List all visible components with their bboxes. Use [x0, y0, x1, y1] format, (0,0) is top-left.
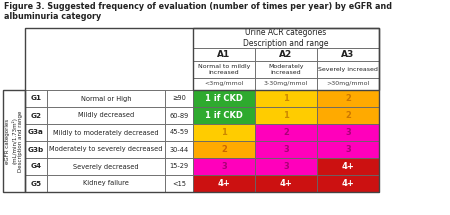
Bar	[193, 61, 255, 78]
Text: 3: 3	[221, 162, 227, 171]
Text: 2: 2	[283, 128, 289, 137]
Text: A2: A2	[279, 50, 292, 59]
Bar	[25, 28, 193, 90]
Bar	[193, 78, 255, 90]
Bar	[317, 61, 379, 78]
Bar	[317, 78, 379, 90]
Text: Kidney failure: Kidney failure	[83, 181, 129, 186]
Text: 4+: 4+	[342, 179, 355, 188]
Text: 1: 1	[283, 111, 289, 120]
Bar	[255, 107, 317, 124]
Text: 1: 1	[221, 128, 227, 137]
Text: 3: 3	[283, 145, 289, 154]
Text: G5: G5	[31, 181, 41, 186]
Bar	[25, 141, 47, 158]
Bar	[193, 28, 379, 48]
Bar	[255, 124, 317, 141]
Text: 30-44: 30-44	[169, 146, 189, 152]
Bar	[165, 175, 193, 192]
Text: 3: 3	[345, 128, 351, 137]
Text: G1: G1	[31, 95, 41, 101]
Bar	[47, 90, 165, 107]
Bar	[47, 158, 165, 175]
Bar	[47, 141, 165, 158]
Text: ≥90: ≥90	[172, 95, 186, 101]
Text: 4+: 4+	[279, 179, 292, 188]
Text: Mildly decreased: Mildly decreased	[78, 112, 134, 118]
Bar	[25, 124, 47, 141]
Text: 3: 3	[345, 145, 351, 154]
Text: Severely increased: Severely increased	[318, 67, 378, 72]
Bar	[47, 124, 165, 141]
Text: 60-89: 60-89	[169, 112, 189, 118]
Text: Figure 3. Suggested frequency of evaluation (number of times per year) by eGFR a: Figure 3. Suggested frequency of evaluat…	[4, 2, 392, 22]
Text: 1 if CKD: 1 if CKD	[205, 94, 243, 103]
Text: Urine ACR categories
Description and range: Urine ACR categories Description and ran…	[243, 28, 329, 48]
Text: 3-30mg/mmol: 3-30mg/mmol	[264, 81, 308, 86]
Text: <3mg/mmol: <3mg/mmol	[204, 81, 244, 86]
Bar	[25, 158, 47, 175]
Bar	[255, 48, 317, 61]
Bar	[47, 175, 165, 192]
Bar	[317, 107, 379, 124]
Bar	[165, 107, 193, 124]
Text: Mildly to moderately decreased: Mildly to moderately decreased	[53, 129, 159, 135]
Bar	[193, 48, 255, 61]
Text: G3b: G3b	[28, 146, 44, 152]
Bar	[255, 90, 317, 107]
Text: A1: A1	[217, 50, 230, 59]
Text: 1: 1	[283, 94, 289, 103]
Text: 1 if CKD: 1 if CKD	[205, 111, 243, 120]
Bar	[255, 175, 317, 192]
Bar	[317, 48, 379, 61]
Text: 2: 2	[221, 145, 227, 154]
Text: Moderately to severely decreased: Moderately to severely decreased	[49, 146, 163, 152]
Text: 4+: 4+	[217, 179, 230, 188]
Bar	[317, 175, 379, 192]
Text: 2: 2	[345, 94, 351, 103]
Text: <15: <15	[172, 181, 186, 186]
Text: 4+: 4+	[342, 162, 355, 171]
Bar	[317, 158, 379, 175]
Text: G4: G4	[31, 163, 41, 169]
Text: 3: 3	[283, 162, 289, 171]
Bar	[255, 78, 317, 90]
Bar	[193, 90, 255, 107]
Text: 45-59: 45-59	[169, 129, 189, 135]
Bar	[47, 107, 165, 124]
Bar	[193, 124, 255, 141]
Text: G2: G2	[31, 112, 41, 118]
Bar	[165, 158, 193, 175]
Bar	[3, 90, 25, 192]
Text: Normal to mildly
increased: Normal to mildly increased	[198, 64, 250, 75]
Bar	[25, 90, 47, 107]
Bar	[193, 28, 379, 90]
Bar	[193, 158, 255, 175]
Bar	[165, 90, 193, 107]
Text: Normal or High: Normal or High	[81, 95, 131, 101]
Bar	[25, 107, 47, 124]
Bar	[193, 107, 255, 124]
Bar	[25, 175, 47, 192]
Bar	[193, 141, 255, 158]
Text: Severely decreased: Severely decreased	[73, 163, 139, 169]
Text: >30mg/mmol: >30mg/mmol	[326, 81, 369, 86]
Bar	[255, 61, 317, 78]
Text: G3a: G3a	[28, 129, 44, 135]
Bar	[3, 90, 25, 192]
Bar	[317, 124, 379, 141]
Bar	[255, 158, 317, 175]
Bar	[165, 141, 193, 158]
Bar	[317, 90, 379, 107]
Bar	[165, 124, 193, 141]
Bar	[193, 175, 255, 192]
Bar	[255, 141, 317, 158]
Text: Moderately
increased: Moderately increased	[268, 64, 304, 75]
Bar	[25, 28, 379, 192]
Text: 15-29: 15-29	[170, 163, 189, 169]
Bar	[317, 141, 379, 158]
Text: A3: A3	[342, 50, 355, 59]
Text: eGFR categories
(mL/min/1.73m²)
Description and range: eGFR categories (mL/min/1.73m²) Descript…	[5, 110, 23, 172]
Text: 2: 2	[345, 111, 351, 120]
